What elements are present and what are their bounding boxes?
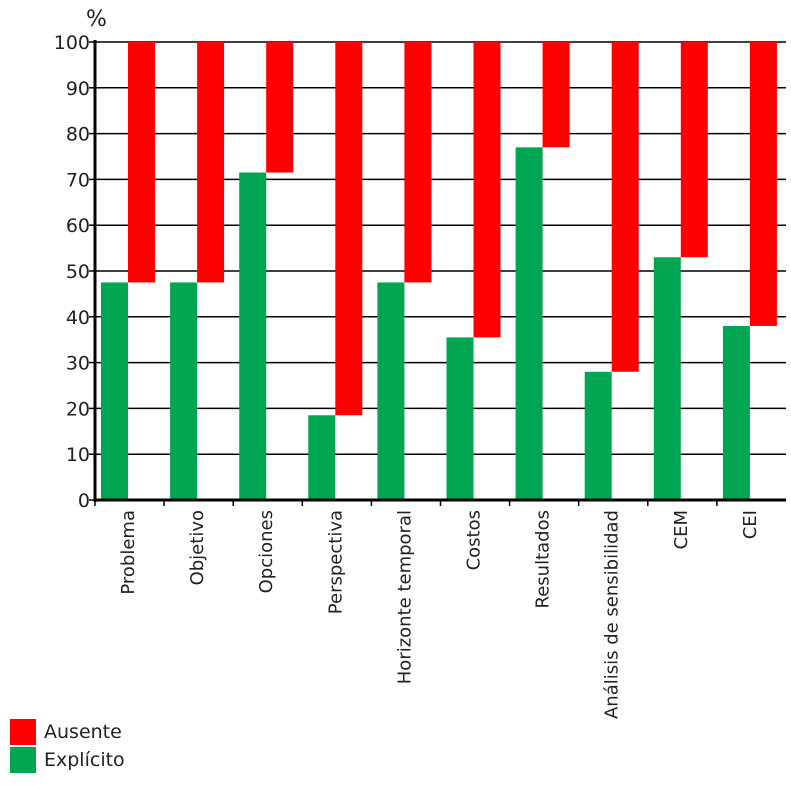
y-tick-label-10: 10 xyxy=(66,444,90,466)
bar-ausente-7 xyxy=(611,42,639,372)
y-tick-label-80: 80 xyxy=(66,124,90,146)
x-category-label-6: Resultados xyxy=(533,510,554,608)
y-tick-label-100: 100 xyxy=(54,32,90,54)
bars xyxy=(101,42,777,500)
x-axis-category-labels: Problema Objetivo Opciones Perspectiva Horiz… xyxy=(118,510,761,719)
legend-swatch-explicito xyxy=(10,747,36,773)
legend-label-ausente: Ausente xyxy=(44,721,122,743)
bar-explicito-1 xyxy=(170,282,198,500)
y-tick-label-90: 90 xyxy=(66,78,90,100)
y-tick-label-50: 50 xyxy=(66,261,90,283)
bar-explicito-9 xyxy=(722,325,750,500)
bar-ausente-9 xyxy=(749,42,777,326)
bar-ausente-0 xyxy=(128,42,155,283)
legend-label-explicito: Explícito xyxy=(44,749,125,771)
x-category-label-7: Análisis de sensibilidad xyxy=(602,510,623,719)
y-tick-label-60: 60 xyxy=(66,215,90,237)
bar-ausente-4 xyxy=(404,42,432,283)
bar-ausente-3 xyxy=(335,42,363,416)
x-category-label-9: CEI xyxy=(740,510,761,539)
x-category-label-0: Problema xyxy=(118,510,139,595)
x-category-label-3: Perspectiva xyxy=(325,510,346,614)
legend: Ausente Explícito xyxy=(10,718,125,774)
bar-ausente-2 xyxy=(266,42,294,173)
bar-explicito-6 xyxy=(515,147,543,500)
x-category-label-1: Objetivo xyxy=(187,510,208,585)
bar-explicito-3 xyxy=(308,415,336,500)
bar-explicito-0 xyxy=(101,282,128,500)
legend-item-ausente: Ausente xyxy=(10,718,125,746)
x-category-label-8: CEM xyxy=(671,510,692,549)
y-tick-label-30: 30 xyxy=(66,353,90,375)
bar-ausente-1 xyxy=(197,42,225,283)
y-tick-label-40: 40 xyxy=(66,307,90,329)
y-axis-tick-labels: 0 10 20 30 40 50 60 70 80 90 100 xyxy=(54,32,90,512)
bar-explicito-8 xyxy=(653,257,681,500)
legend-item-explicito: Explícito xyxy=(10,746,125,774)
bar-explicito-7 xyxy=(584,371,612,500)
axes xyxy=(93,40,786,502)
y-tick-label-20: 20 xyxy=(66,398,90,420)
bar-ausente-8 xyxy=(680,42,708,258)
bar-ausente-6 xyxy=(542,42,570,148)
x-category-label-2: Opciones xyxy=(256,510,277,593)
bar-explicito-2 xyxy=(239,172,267,500)
legend-swatch-ausente xyxy=(10,719,36,745)
bar-explicito-4 xyxy=(377,282,405,500)
x-category-label-4: Horizonte temporal xyxy=(394,510,415,684)
y-tick-label-70: 70 xyxy=(66,169,90,191)
x-category-label-5: Costos xyxy=(464,510,485,570)
bar-ausente-5 xyxy=(473,42,501,338)
bar-explicito-5 xyxy=(446,337,474,500)
y-axis-unit-label: % xyxy=(86,7,107,32)
y-tick-label-0: 0 xyxy=(78,490,90,512)
